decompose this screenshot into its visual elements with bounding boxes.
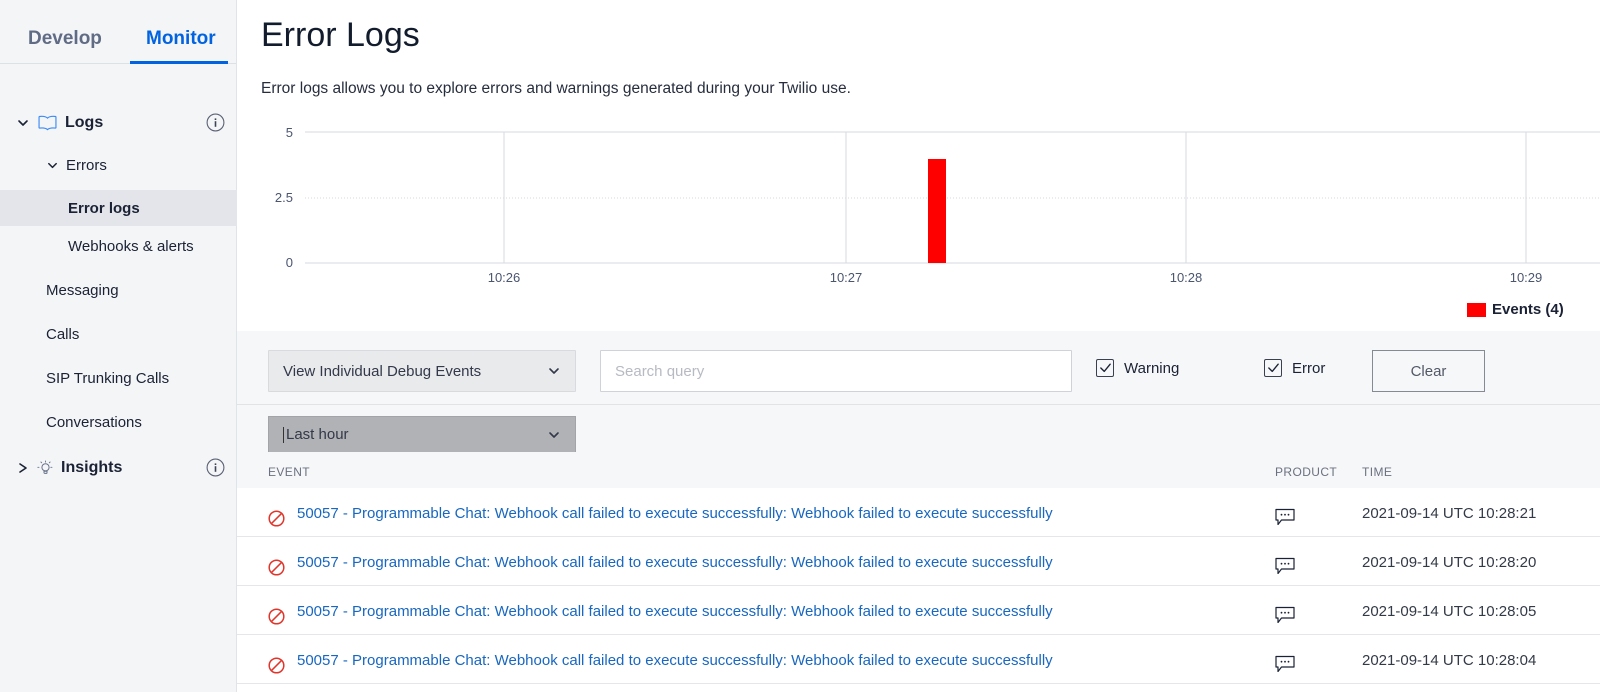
svg-text:10:29: 10:29 <box>1510 270 1543 285</box>
svg-text:10:28: 10:28 <box>1170 270 1203 285</box>
svg-text:10:26: 10:26 <box>488 270 521 285</box>
svg-text:10:27: 10:27 <box>830 270 863 285</box>
svg-text:2.5: 2.5 <box>275 190 293 205</box>
svg-text:5: 5 <box>286 127 293 140</box>
svg-text:0: 0 <box>286 255 293 270</box>
